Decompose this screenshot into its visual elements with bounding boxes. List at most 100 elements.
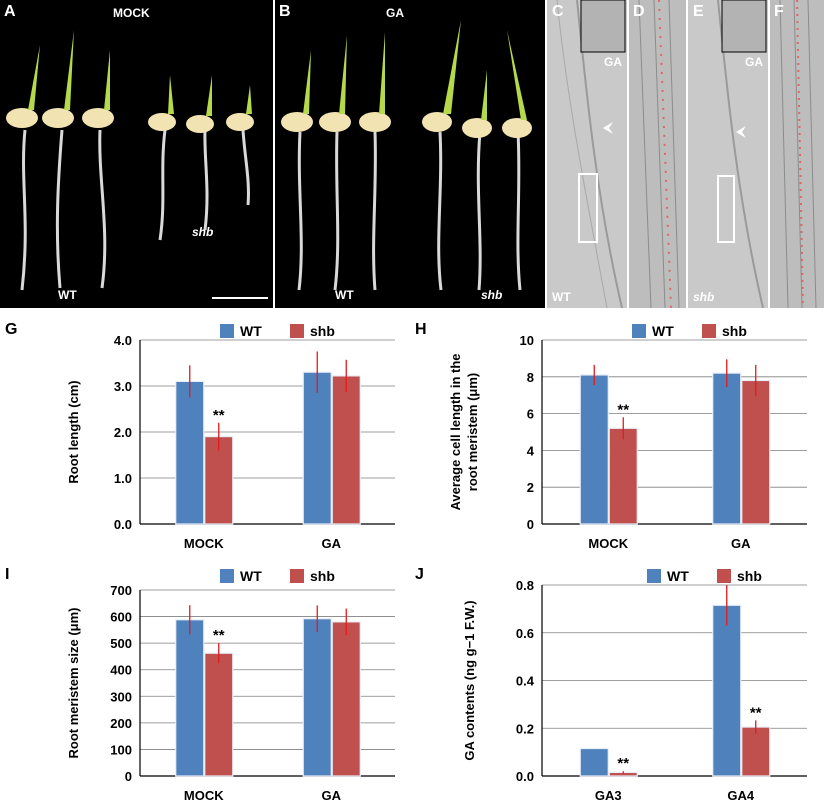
micrograph-panel-c: C GA WT (547, 0, 627, 308)
chart-panel-label: G (5, 321, 17, 338)
bar-wt-ga (712, 372, 742, 525)
cell-file-illustration-d (638, 0, 680, 308)
y-axis-label: root meristem (μm) (465, 373, 480, 491)
y-tick-label: 3.0 (114, 379, 132, 394)
panel-label-d: D (633, 3, 645, 20)
micrograph-illustration-c (556, 0, 626, 308)
inset-label-c: GA (604, 55, 622, 69)
y-tick-label: 0.8 (516, 578, 534, 593)
chart-panel-label: J (415, 566, 424, 583)
legend-swatch-wt (632, 324, 646, 338)
chart-cell-length: H 0 2 4 6 8 10 Average cell length in the root m… (415, 321, 807, 551)
legend-swatch-wt (220, 324, 234, 338)
x-tick-label: GA (322, 788, 342, 800)
photo-tag-wt-a: WT (58, 288, 77, 302)
y-tick-label: 300 (110, 689, 132, 704)
y-tick-label: 8 (527, 370, 534, 385)
bar-wt-ga4 (712, 604, 742, 777)
bar-shb-mock (204, 652, 234, 777)
legend-label-wt: WT (652, 323, 674, 339)
seedlings-illustration-a (6, 30, 268, 299)
legend-swatch-shb (290, 569, 304, 583)
chart-panel-label: H (415, 321, 427, 338)
y-tick-label: 400 (110, 663, 132, 678)
inset-label-e: GA (745, 55, 763, 69)
legend-label-wt: WT (240, 568, 262, 584)
panel-label-f: F (774, 3, 784, 20)
y-tick-label: 0.0 (516, 769, 534, 784)
y-tick-label: 10 (520, 333, 534, 348)
significance-marker: ** (617, 755, 629, 772)
y-tick-label: 1.0 (114, 471, 132, 486)
y-axis-label: Root length (cm) (66, 380, 81, 483)
y-tick-label: 0 (125, 769, 132, 784)
bar-wt-ga3 (579, 747, 609, 777)
bar-shb-ga (741, 379, 771, 525)
photo-tag-wt-b: WT (335, 288, 354, 302)
legend-label-wt: WT (240, 323, 262, 339)
cell-file-illustration-f (779, 0, 817, 308)
panel-label-a: A (4, 3, 16, 20)
photo-tag-wt-c: WT (552, 290, 571, 304)
x-tick-label: MOCK (184, 788, 224, 800)
y-tick-label: 4 (527, 443, 535, 458)
significance-marker: ** (750, 704, 762, 721)
y-tick-label: 2 (527, 480, 534, 495)
y-tick-label: 0.4 (516, 674, 535, 689)
panel-label-c: C (552, 3, 564, 20)
legend-swatch-shb (717, 569, 731, 583)
panel-label-b: B (279, 3, 291, 20)
bar-shb-ga4 (741, 726, 771, 777)
photo-title-ga: GA (386, 6, 404, 20)
bar-wt-ga (302, 371, 332, 525)
y-tick-label: 600 (110, 610, 132, 625)
y-tick-label: 0.2 (516, 721, 534, 736)
x-tick-label: GA (322, 536, 342, 551)
y-tick-label: 0.0 (114, 517, 132, 532)
y-axis-label: Root meristem size (μm) (66, 608, 81, 759)
x-tick-label: MOCK (588, 536, 628, 551)
x-tick-label: GA (731, 536, 751, 551)
y-tick-label: 0 (527, 517, 534, 532)
legend-label-shb: shb (310, 323, 335, 339)
legend-swatch-wt (220, 569, 234, 583)
y-tick-label: 0.6 (516, 626, 534, 641)
significance-marker: ** (213, 407, 225, 424)
chart-root-length: G 0.0 1.0 2.0 3.0 4.0 Root length (cm) MOCK GA **… (5, 321, 395, 551)
y-tick-label: 500 (110, 636, 132, 651)
bar-wt-mock (579, 374, 609, 525)
y-axis-label: Average cell length in the (448, 353, 463, 510)
legend-swatch-shb (702, 324, 716, 338)
x-tick-label: MOCK (184, 536, 224, 551)
micrograph-panel-d: D (629, 0, 686, 308)
photo-panel-a: A MOCK WT shb (0, 0, 273, 308)
y-tick-label: 2.0 (114, 425, 132, 440)
bar-shb-ga (331, 621, 361, 777)
legend-label-shb: shb (737, 568, 762, 584)
x-tick-label: GA3 (595, 788, 622, 800)
y-axis-label: GA contents (ng g−1 F.W.) (462, 600, 477, 760)
legend-label-shb: shb (722, 323, 747, 339)
bar-wt-mock (175, 380, 205, 525)
bar-shb-mock (608, 427, 638, 525)
micrograph-panel-e: E GA shb (688, 0, 768, 308)
micrograph-panel-f: F (770, 0, 824, 308)
bar-shb-ga (331, 375, 361, 525)
chart-meristem-size: I 0 100 200 300 400 500 600 700 Root meristem siz… (5, 566, 395, 800)
chart-ga-contents: J 0.0 0.2 0.4 0.6 0.8 GA contents (ng g−1 F.W.… (415, 566, 807, 800)
y-tick-label: 100 (110, 742, 132, 757)
photo-title-mock: MOCK (113, 6, 150, 20)
significance-marker: ** (617, 401, 629, 418)
legend-swatch-shb (290, 324, 304, 338)
bar-wt-ga (302, 618, 332, 777)
photo-tag-shb-a: shb (192, 225, 214, 239)
y-tick-label: 700 (110, 583, 132, 598)
panel-label-e: E (693, 3, 704, 20)
y-tick-label: 200 (110, 716, 132, 731)
photo-tag-shb-b: shb (481, 288, 503, 302)
legend-label-shb: shb (310, 568, 335, 584)
chart-panel-label: I (5, 566, 9, 583)
bar-wt-mock (175, 619, 205, 777)
photo-panel-b: B GA WT shb (275, 0, 545, 308)
legend-label-wt: WT (667, 568, 689, 584)
